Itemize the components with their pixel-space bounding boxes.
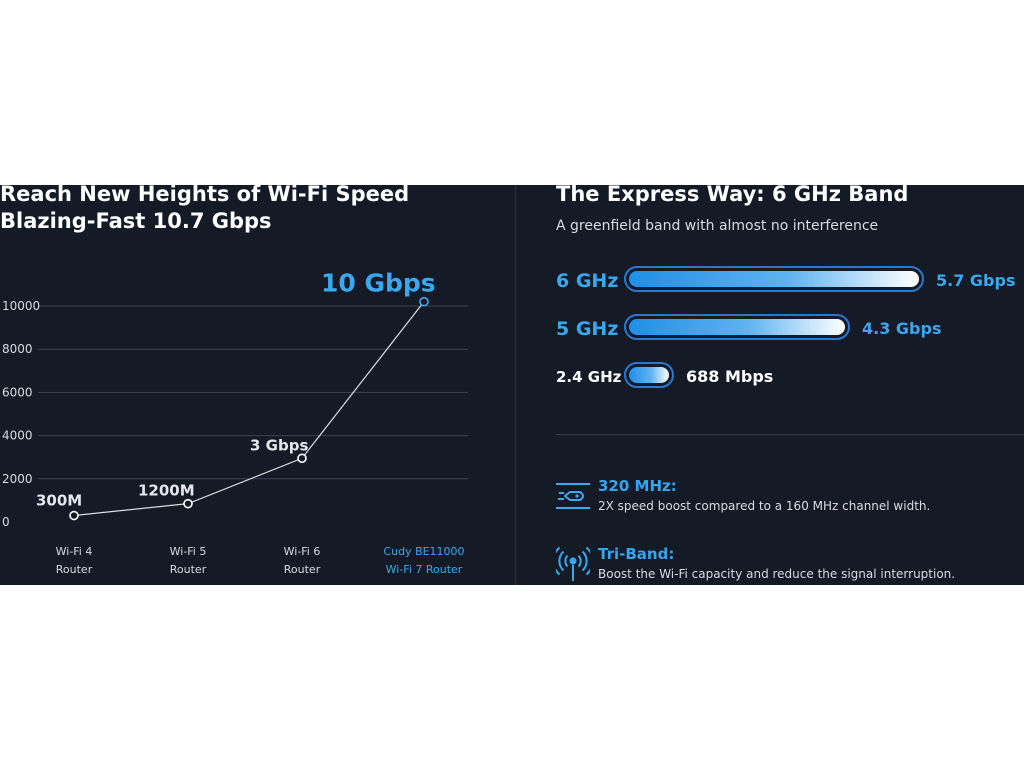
x-category-label: Wi-Fi 6 xyxy=(284,545,321,558)
band-speed-value: 5.7 Gbps xyxy=(936,271,1016,290)
data-point xyxy=(297,453,307,464)
band-label: 5 GHz xyxy=(556,318,619,340)
data-point xyxy=(183,498,193,509)
x-category-label: Router xyxy=(56,563,93,576)
product-banner: Reach New Heights of Wi-Fi Speed Blazing… xyxy=(0,185,1024,585)
rocket-speed-icon xyxy=(556,483,590,509)
chart-title-line2: Blazing-Fast 10.7 Gbps xyxy=(0,209,272,233)
data-point xyxy=(419,296,429,307)
panel-divider xyxy=(515,185,516,585)
y-tick-label: 0 xyxy=(2,515,10,529)
feature-heading: Tri-Band: xyxy=(598,545,675,563)
band-bar-track xyxy=(624,314,850,340)
x-category-label: Wi-Fi 4 xyxy=(56,545,93,558)
band-row: 2.4 GHz 688 Mbps xyxy=(516,360,1024,394)
data-label: 3 Gbps xyxy=(250,436,308,454)
feature-description: Boost the Wi-Fi capacity and reduce the … xyxy=(598,567,956,581)
band-bar-fill xyxy=(629,319,845,335)
band-speed-value: 688 Mbps xyxy=(686,367,774,386)
band-panel-subtitle: A greenfield band with almost no interfe… xyxy=(556,218,879,234)
x-category-label: Wi-Fi 7 Router xyxy=(386,563,463,576)
section-separator xyxy=(556,434,1024,435)
series-line xyxy=(73,301,425,517)
speed-line-chart: 0 2000 4000 6000 8000 10000 300M 1200M 3 Gbps 10 … xyxy=(2,269,468,576)
y-tick-label: 6000 xyxy=(2,385,33,399)
y-tick-label: 8000 xyxy=(2,342,33,356)
chart-title-line1: Reach New Heights of Wi-Fi Speed xyxy=(0,185,410,206)
band-bar-track xyxy=(624,362,674,388)
y-tick-label: 4000 xyxy=(2,429,33,443)
x-category-label: Cudy BE11000 xyxy=(383,545,464,558)
data-label: 1200M xyxy=(138,482,195,500)
feature-description: 2X speed boost compared to a 160 MHz cha… xyxy=(598,499,931,513)
feature-tri-band: Tri-Band: Boost the Wi-Fi capacity and r… xyxy=(556,545,1024,585)
band-panel-title: The Express Way: 6 GHz Band xyxy=(556,185,909,206)
x-category-label: Wi-Fi 5 xyxy=(170,545,207,558)
band-label: 2.4 GHz xyxy=(556,368,622,386)
x-category-label: Router xyxy=(284,563,321,576)
wifi-signal-icon xyxy=(556,546,590,581)
data-label: 300M xyxy=(36,492,82,510)
data-label: 10 Gbps xyxy=(321,269,436,298)
band-row: 5 GHz 4.3 Gbps xyxy=(516,312,1024,346)
y-tick-label: 2000 xyxy=(2,472,33,486)
band-label: 6 GHz xyxy=(556,270,619,292)
x-category-label: Router xyxy=(170,563,207,576)
band-row: 6 GHz 5.7 Gbps xyxy=(516,264,1024,298)
feature-320mhz: 320 MHz: 2X speed boost compared to a 16… xyxy=(556,477,1024,521)
data-point xyxy=(69,510,79,521)
y-tick-label: 10000 xyxy=(2,299,40,313)
band-bar-track xyxy=(624,266,924,292)
feature-heading: 320 MHz: xyxy=(598,477,677,495)
band-bar-fill xyxy=(629,367,669,383)
band-speed-value: 4.3 Gbps xyxy=(862,319,942,338)
band-bar-fill xyxy=(629,271,919,287)
